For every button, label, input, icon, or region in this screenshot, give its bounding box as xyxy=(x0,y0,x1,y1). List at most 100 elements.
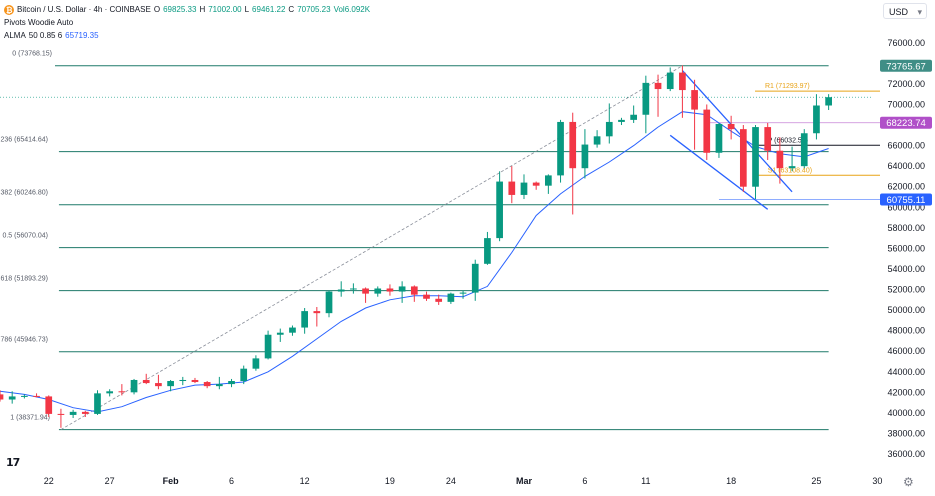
indicator-pivots-row[interactable]: Pivots Woodie Auto xyxy=(4,16,370,29)
candle-body xyxy=(666,72,674,90)
close-label: C xyxy=(288,5,295,14)
candle-body xyxy=(532,182,540,186)
candle-body xyxy=(374,288,382,294)
candle-body xyxy=(776,150,784,169)
candle-body xyxy=(764,127,772,151)
indicator-alma-params: 50 0.85 6 xyxy=(28,31,63,40)
fib-level-label: 0.618 (51893.29) xyxy=(0,276,48,283)
x-tick-label: 12 xyxy=(300,476,310,486)
pivot-label: R1 (71293.97) xyxy=(765,83,810,90)
candle-body xyxy=(581,144,589,169)
candle-body xyxy=(739,129,747,187)
candle-body xyxy=(398,286,406,292)
y-tick-label: 60000.00 xyxy=(887,202,925,212)
candle-body xyxy=(276,332,284,335)
currency-select[interactable]: USD xyxy=(883,3,927,20)
candle-body xyxy=(179,379,187,382)
y-tick-label: 54000.00 xyxy=(887,264,925,274)
chart-legend: Bitcoin / U.S. Dollar · 4h · COINBASE O 6… xyxy=(4,3,370,42)
candle-body xyxy=(679,72,686,91)
tradingview-logo[interactable]: 17 xyxy=(6,456,20,469)
candle-body xyxy=(593,136,601,145)
y-tick-label: 70000.00 xyxy=(887,99,925,109)
candle-body xyxy=(715,123,723,153)
price-label-text: 73765.67 xyxy=(886,61,926,72)
candle-body xyxy=(167,381,174,387)
indicator-alma-name: ALMA xyxy=(4,31,26,40)
candle-body xyxy=(545,175,552,186)
candle-body xyxy=(496,181,503,239)
x-tick-label: 6 xyxy=(582,476,587,486)
x-tick-label: 24 xyxy=(446,476,456,486)
fib-level-label: 0.382 (60246.80) xyxy=(0,190,48,197)
open-label: O xyxy=(153,5,161,14)
price-label-text: 60755.11 xyxy=(887,195,926,206)
symbol-title[interactable]: Bitcoin / U.S. Dollar · 4h · COINBASE xyxy=(17,5,151,14)
candle-body xyxy=(350,288,357,290)
fib-level-label: 0.236 (65414.64) xyxy=(0,137,48,144)
y-tick-label: 38000.00 xyxy=(887,428,925,438)
y-tick-label: 76000.00 xyxy=(887,38,925,48)
candle-body xyxy=(203,382,211,387)
candle-body xyxy=(423,294,430,299)
candle-body xyxy=(447,293,455,302)
candle-body xyxy=(654,82,662,90)
candle-body xyxy=(788,166,796,169)
x-tick-label: Mar xyxy=(516,476,533,486)
y-tick-label: 66000.00 xyxy=(887,141,925,151)
time-axis: 22 27 Feb 6 12 19 24 Mar 6 11 18 25 30 xyxy=(44,476,883,486)
candle-body xyxy=(191,379,199,383)
candle-body xyxy=(605,121,613,137)
candle-body xyxy=(264,334,272,359)
price-labels: 73765.67 68223.74 60755.11 xyxy=(880,59,932,206)
channel-line xyxy=(681,70,793,193)
volume-value: Vol6.092K xyxy=(333,5,371,14)
candle-body xyxy=(618,119,625,122)
candle-body xyxy=(21,395,28,397)
fib-trend-line xyxy=(60,65,683,430)
x-tick-label: 30 xyxy=(872,476,882,486)
candle-body xyxy=(142,379,150,384)
x-tick-label: 6 xyxy=(229,476,234,486)
candle-body xyxy=(0,394,4,400)
low-value: 69461.22 xyxy=(252,5,286,14)
candle-body xyxy=(630,114,638,120)
fib-level-label: 0.5 (56070.04) xyxy=(2,233,48,240)
high-value: 71002.00 xyxy=(208,5,242,14)
candle-body xyxy=(33,395,40,397)
y-tick-label: 44000.00 xyxy=(887,367,925,377)
y-tick-label: 36000.00 xyxy=(887,449,925,459)
gear-icon[interactable]: ⚙ xyxy=(903,475,914,489)
candle-body xyxy=(703,109,711,153)
pivot-label: P (66032.56) xyxy=(768,137,808,144)
candle-body xyxy=(484,238,491,264)
y-tick-label: 42000.00 xyxy=(887,387,925,397)
y-tick-label: 48000.00 xyxy=(887,326,925,336)
symbol-row: Bitcoin / U.S. Dollar · 4h · COINBASE O 6… xyxy=(4,3,371,17)
candle-body xyxy=(313,311,321,314)
price-axis: 76000.0074000.0072000.0070000.0068000.00… xyxy=(887,38,925,459)
fib-level-label: 0.786 (45946.73) xyxy=(0,337,48,344)
candlestick-series xyxy=(0,65,832,428)
candle-body xyxy=(362,288,369,294)
y-tick-label: 52000.00 xyxy=(887,285,925,295)
candle-body xyxy=(642,82,650,115)
price-label-box xyxy=(880,193,932,206)
bitcoin-icon xyxy=(4,4,14,17)
candle-body xyxy=(410,286,418,295)
candle-body xyxy=(435,298,443,302)
x-tick-label: 19 xyxy=(385,476,395,486)
candle-body xyxy=(69,411,77,415)
candle-body xyxy=(228,381,235,385)
candle-body xyxy=(471,263,479,293)
candle-body xyxy=(57,413,65,415)
candle-body xyxy=(118,391,126,393)
alma-path xyxy=(0,111,829,413)
price-label-box xyxy=(880,59,932,72)
candle-body xyxy=(459,292,467,294)
fib-level-label: 0 (73768.15) xyxy=(12,51,52,58)
candle-body xyxy=(94,393,101,414)
x-tick-label: Feb xyxy=(163,476,180,486)
indicator-alma-row[interactable]: ALMA 50 0.85 6 65719.35 xyxy=(4,29,370,42)
